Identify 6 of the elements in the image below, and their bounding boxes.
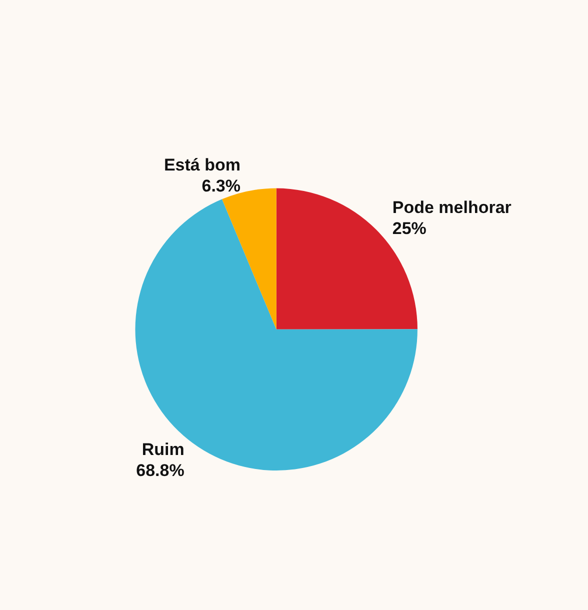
slice-label: Ruim (142, 440, 184, 460)
slice-label: Está bom (164, 155, 240, 174)
data-label: 68.8% (136, 461, 184, 480)
data-label: 25% (392, 219, 426, 238)
slice-label: Pode melhorar (392, 198, 512, 218)
data-label: 6.3% (202, 176, 240, 196)
